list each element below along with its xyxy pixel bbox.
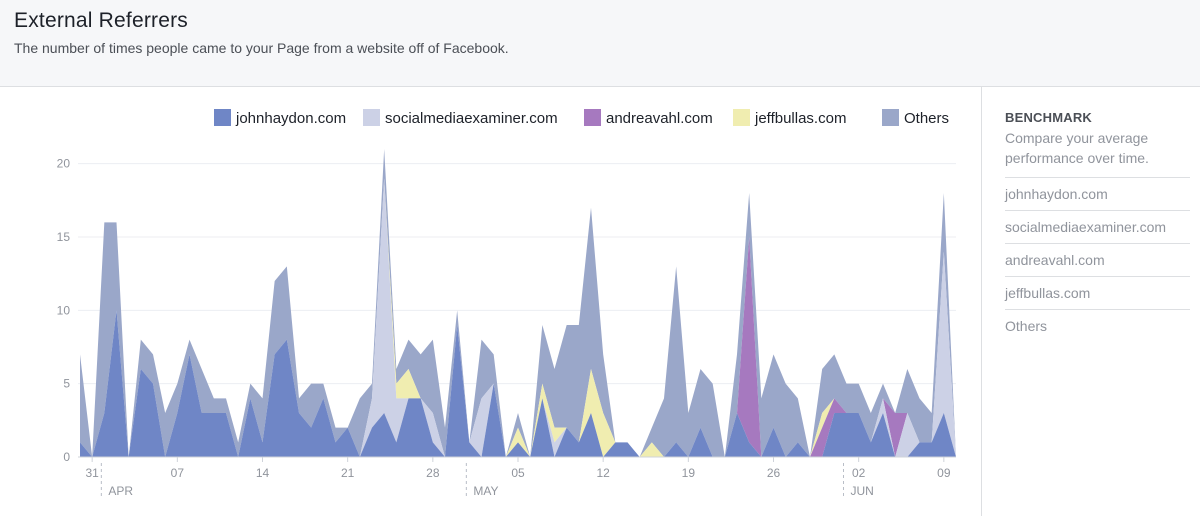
y-tick-label: 0 — [63, 450, 70, 464]
legend-item[interactable]: jeffbullas.com — [733, 109, 846, 127]
x-tick-label: 07 — [171, 466, 185, 480]
legend-item[interactable]: socialmediaexaminer.com — [363, 109, 558, 127]
chart-x-axis: 3107142128051219260209162330071421280411… — [80, 456, 1200, 498]
benchmark-item-socialmediaexaminer[interactable]: socialmediaexaminer.com — [1005, 210, 1190, 243]
x-tick-label: 28 — [426, 466, 440, 480]
y-tick-label: 15 — [57, 230, 71, 244]
legend-label: jeffbullas.com — [754, 110, 846, 127]
legend-label: Others — [904, 110, 949, 127]
legend-label: socialmediaexaminer.com — [385, 110, 558, 127]
month-label: JUN — [851, 484, 874, 498]
legend-label: andreavahl.com — [606, 110, 713, 127]
legend-item[interactable]: Others — [882, 109, 949, 127]
page-title: External Referrers — [14, 9, 188, 32]
chart-legend: johnhaydon.com socialmediaexaminer.com and… — [214, 109, 949, 127]
x-tick-label: 19 — [682, 466, 696, 480]
legend-swatch — [363, 109, 380, 126]
legend-swatch — [882, 109, 899, 126]
x-tick-label: 02 — [852, 466, 866, 480]
chart-series-areas — [80, 149, 956, 457]
x-tick-label: 14 — [256, 466, 270, 480]
x-tick-label: 21 — [341, 466, 355, 480]
legend-item[interactable]: andreavahl.com — [584, 109, 713, 127]
legend-label: johnhaydon.com — [235, 110, 346, 127]
benchmark-sidebar: BENCHMARK Compare your average performan… — [981, 87, 1200, 516]
y-tick-label: 5 — [63, 377, 70, 391]
benchmark-item-others[interactable]: Others — [1005, 309, 1190, 342]
chart-area: johnhaydon.com socialmediaexaminer.com and… — [0, 87, 1200, 516]
month-label: APR — [108, 484, 133, 498]
legend-swatch — [214, 109, 231, 126]
x-tick-label: 26 — [767, 466, 781, 480]
series-area-johnhaydon[interactable] — [80, 310, 956, 457]
benchmark-item-andreavahl[interactable]: andreavahl.com — [1005, 243, 1190, 276]
y-tick-label: 20 — [57, 157, 71, 171]
page-subtitle: The number of times people came to your … — [14, 40, 509, 56]
page-header: External Referrers The number of times p… — [0, 0, 1200, 87]
referrers-area-chart: johnhaydon.com socialmediaexaminer.com and… — [57, 109, 1200, 498]
benchmark-item-johnhaydon[interactable]: johnhaydon.com — [1005, 177, 1190, 210]
x-tick-label: 31 — [85, 466, 99, 480]
x-tick-label: 09 — [937, 466, 951, 480]
legend-item[interactable]: johnhaydon.com — [214, 109, 346, 127]
month-label: MAY — [473, 484, 498, 498]
series-area-others[interactable] — [80, 149, 956, 457]
benchmark-title: BENCHMARK — [1005, 110, 1093, 125]
legend-swatch — [733, 109, 750, 126]
benchmark-list: johnhaydon.com socialmediaexaminer.com a… — [1005, 177, 1190, 342]
y-tick-label: 10 — [57, 303, 71, 317]
benchmark-item-jeffbullas[interactable]: jeffbullas.com — [1005, 276, 1190, 309]
benchmark-description: Compare your average performance over ti… — [1005, 130, 1149, 166]
legend-swatch — [584, 109, 601, 126]
x-tick-label: 12 — [596, 466, 610, 480]
x-tick-label: 05 — [511, 466, 525, 480]
